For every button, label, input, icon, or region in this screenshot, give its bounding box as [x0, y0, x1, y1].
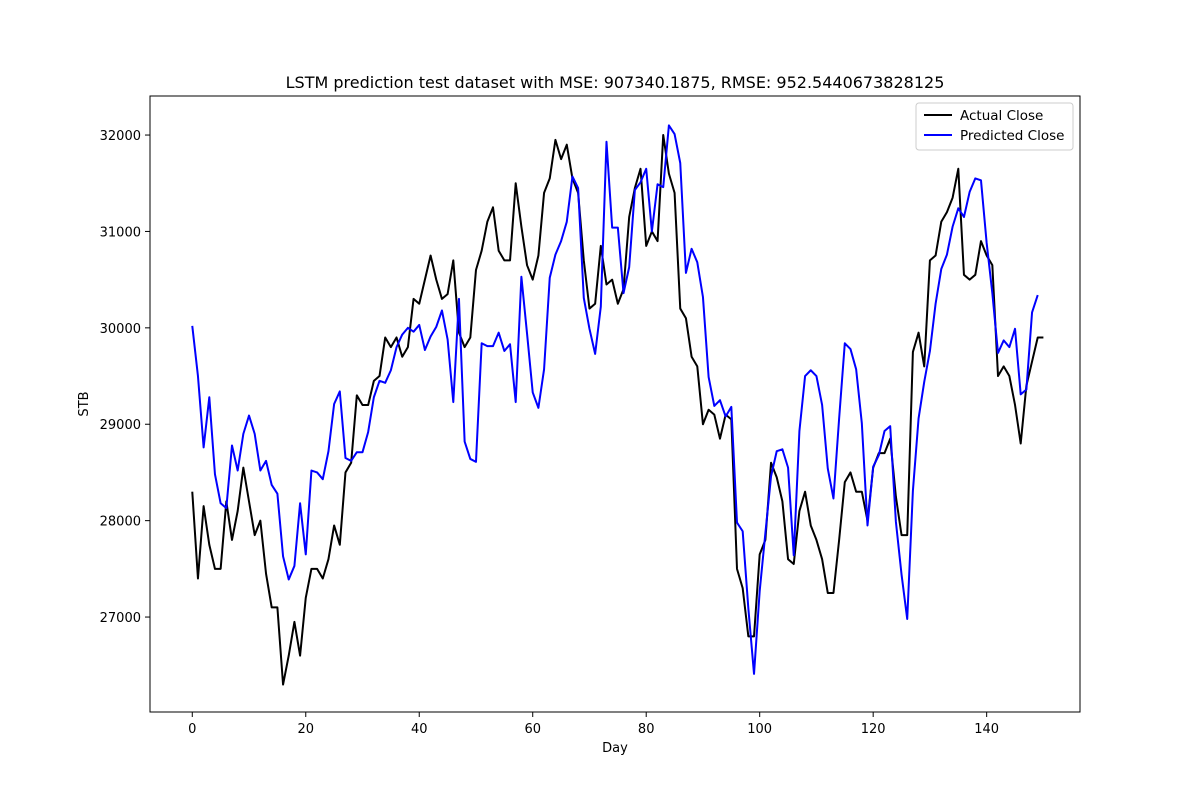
axes-frame [149, 95, 1081, 713]
chart-title: LSTM prediction test dataset with MSE: 9… [286, 73, 945, 92]
y-axis-label: STB [77, 391, 92, 416]
legend: Actual Close Predicted Close [915, 102, 1074, 151]
y-tick-label: 31000 [100, 225, 141, 240]
x-axis-label: Day [602, 741, 628, 756]
y-tick-label: 30000 [100, 322, 141, 337]
x-tick-label: 100 [747, 722, 772, 737]
y-tick-label: 32000 [100, 129, 141, 144]
series-line-actual-close [191, 134, 1044, 686]
x-tick-label: 60 [524, 722, 541, 737]
legend-box [915, 102, 1074, 151]
x-tick-label: 40 [411, 722, 428, 737]
x-tick-label: 80 [638, 722, 655, 737]
x-tick-label: 20 [297, 722, 314, 737]
x-tick-label: 0 [188, 722, 196, 737]
series-line-predicted-close [191, 124, 1039, 675]
x-tick-label: 140 [974, 722, 999, 737]
legend-label-actual-close: Actual Close [960, 108, 1043, 124]
series-group [191, 124, 1044, 686]
y-tick-label: 28000 [100, 515, 141, 530]
y-tick-label: 27000 [100, 611, 141, 626]
legend-label-predicted-close: Predicted Close [960, 128, 1064, 144]
x-tick-label: 120 [861, 722, 886, 737]
x-axis: 0 20 40 60 80 100 120 140 [188, 712, 999, 737]
y-axis: 27000 28000 29000 30000 31000 32000 [100, 129, 150, 626]
y-tick-label: 29000 [100, 418, 141, 433]
